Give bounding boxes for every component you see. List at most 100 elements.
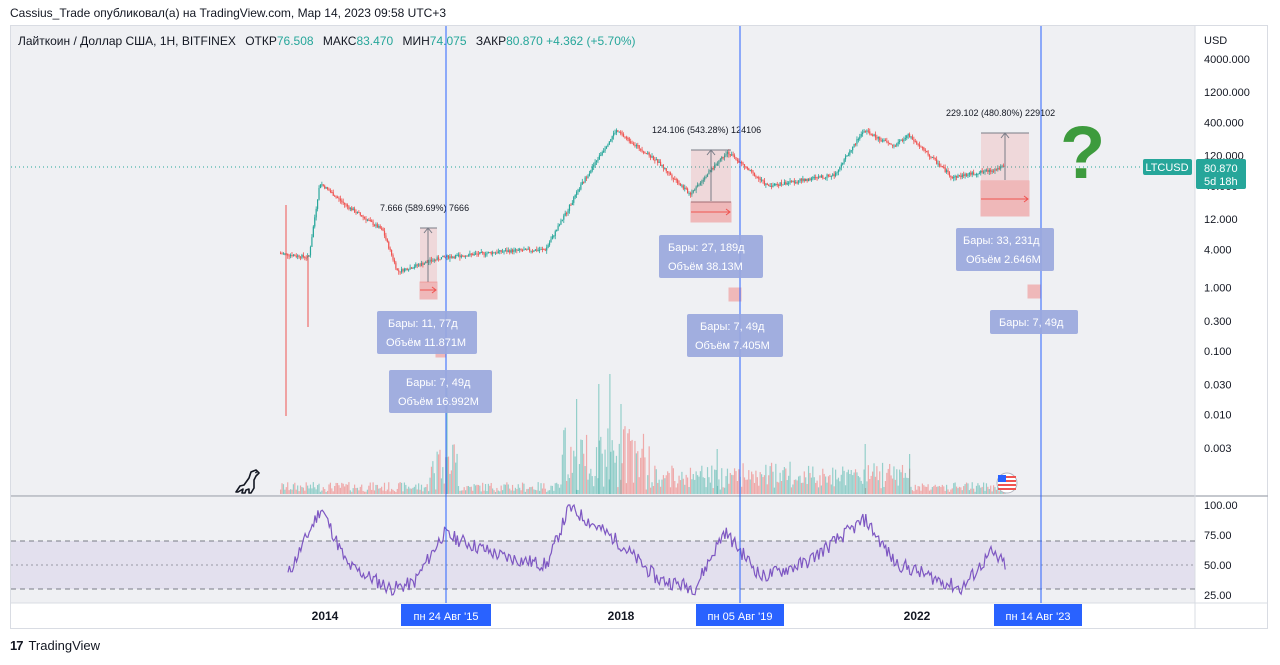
volume-bar — [836, 479, 838, 494]
candle-body — [642, 151, 645, 153]
volume-bar — [933, 486, 935, 494]
volume-bar — [911, 490, 914, 494]
rsi-axis[interactable]: 100.00 75.00 50.00 25.00 — [1204, 500, 1238, 602]
question-annotation: ? — [1060, 111, 1105, 194]
time-axis[interactable]: 2014 2018 2022 — [312, 609, 931, 623]
volume-bar — [378, 488, 380, 494]
volume-bar — [550, 485, 552, 494]
volume-bar — [311, 488, 313, 494]
volume-bar — [778, 482, 780, 494]
volume-bar — [823, 473, 825, 494]
volume-bar — [486, 491, 488, 494]
candle-body — [294, 255, 296, 257]
callout-5[interactable]: Бары: 33, 231д Объём 2.646M — [956, 228, 1054, 271]
volume-bar — [627, 433, 629, 494]
callout-5-volume: Объём 2.646M — [966, 254, 1041, 266]
callout-1[interactable]: Бары: 11, 77д Объём 11.871M — [377, 311, 477, 354]
volume-bar — [835, 469, 837, 494]
candle-body — [463, 255, 465, 257]
candle-body — [455, 255, 457, 258]
volume-bar — [346, 484, 349, 494]
legend-close: 80.870 — [506, 34, 543, 48]
volume-bar — [748, 470, 750, 494]
volume-bar — [869, 479, 871, 494]
candle-body — [288, 255, 290, 257]
candle-body — [521, 250, 524, 252]
volume-bar — [783, 467, 785, 494]
volume-bar — [304, 490, 306, 494]
legend-symbol: Лайткоин / Доллар США, 1Н, BITFINEX — [18, 34, 236, 48]
volume-bar — [465, 490, 467, 494]
callout-4[interactable]: Бары: 7, 49д Объём 7.405M — [687, 314, 783, 357]
candle-body — [672, 177, 674, 179]
volume-bar — [514, 487, 517, 494]
volume-bar — [462, 490, 464, 494]
volume-bar — [624, 426, 626, 494]
volume-bar — [987, 486, 989, 494]
candle-body — [287, 253, 289, 256]
volume-bar — [375, 484, 377, 494]
volume-bar — [410, 488, 413, 494]
candle-body — [731, 154, 733, 156]
callout-2[interactable]: Бары: 7, 49д Объём 16.992M — [389, 370, 492, 413]
volume-bar — [817, 487, 820, 494]
volume-bar — [496, 487, 498, 494]
candle-body — [443, 255, 445, 257]
candle-body — [763, 180, 766, 185]
candle-body — [803, 178, 805, 182]
volume-bar — [551, 485, 554, 494]
volume-bar — [622, 429, 625, 494]
price-axis[interactable]: 4000.0001200.000400.000120.00040.00012.0… — [1204, 54, 1250, 455]
volume-bar — [721, 468, 723, 494]
volume-bar — [917, 486, 919, 494]
volume-bar — [847, 469, 850, 494]
price-tick-label: 0.100 — [1204, 346, 1232, 358]
volume-bar — [668, 472, 670, 494]
volume-bar — [426, 484, 428, 494]
candle-body — [709, 170, 711, 172]
volume-bar — [809, 472, 811, 494]
candle-body — [793, 180, 795, 184]
candle-body — [669, 172, 672, 175]
volume-bar — [591, 476, 593, 494]
candle-body — [465, 255, 467, 257]
candle-body — [576, 192, 578, 195]
legend-low: 74.075 — [429, 34, 467, 48]
volume-spike — [864, 444, 866, 494]
candle-body — [298, 255, 300, 258]
candle-body — [400, 269, 403, 272]
volume-bar — [467, 485, 470, 494]
callout-6[interactable]: Бары: 7, 49д — [990, 310, 1078, 334]
callout-3[interactable]: Бары: 27, 189д Объём 38.13M — [659, 235, 763, 278]
volume-bar — [677, 483, 679, 494]
candle-body — [721, 156, 723, 159]
candle-body — [729, 154, 731, 156]
volume-bar — [487, 483, 489, 494]
volume-bar — [883, 486, 885, 494]
volume-bar — [685, 474, 687, 494]
candle-body — [823, 177, 825, 179]
volume-bar — [770, 462, 773, 494]
volume-bar — [992, 485, 995, 494]
candle-body — [624, 136, 626, 138]
footer: 17 TradingView — [10, 638, 100, 653]
candle-body — [352, 208, 354, 211]
candle-body — [718, 160, 720, 164]
volume-bar — [946, 484, 948, 494]
volume-bar — [336, 483, 339, 494]
candle-body — [614, 132, 616, 134]
volume-spike — [909, 454, 911, 494]
volume-bar — [934, 484, 936, 494]
volume-bar — [980, 487, 982, 494]
candle-body — [604, 148, 606, 151]
volume-bar — [492, 488, 494, 494]
volume-bar — [452, 444, 454, 494]
legend-change: +4.362 (+5.70%) — [546, 34, 636, 48]
volume-bar — [894, 479, 896, 494]
candle-body — [301, 254, 303, 258]
volume-bar — [543, 483, 545, 494]
candle-body — [321, 184, 323, 186]
volume-bar — [765, 464, 767, 494]
candle-body — [682, 185, 684, 189]
